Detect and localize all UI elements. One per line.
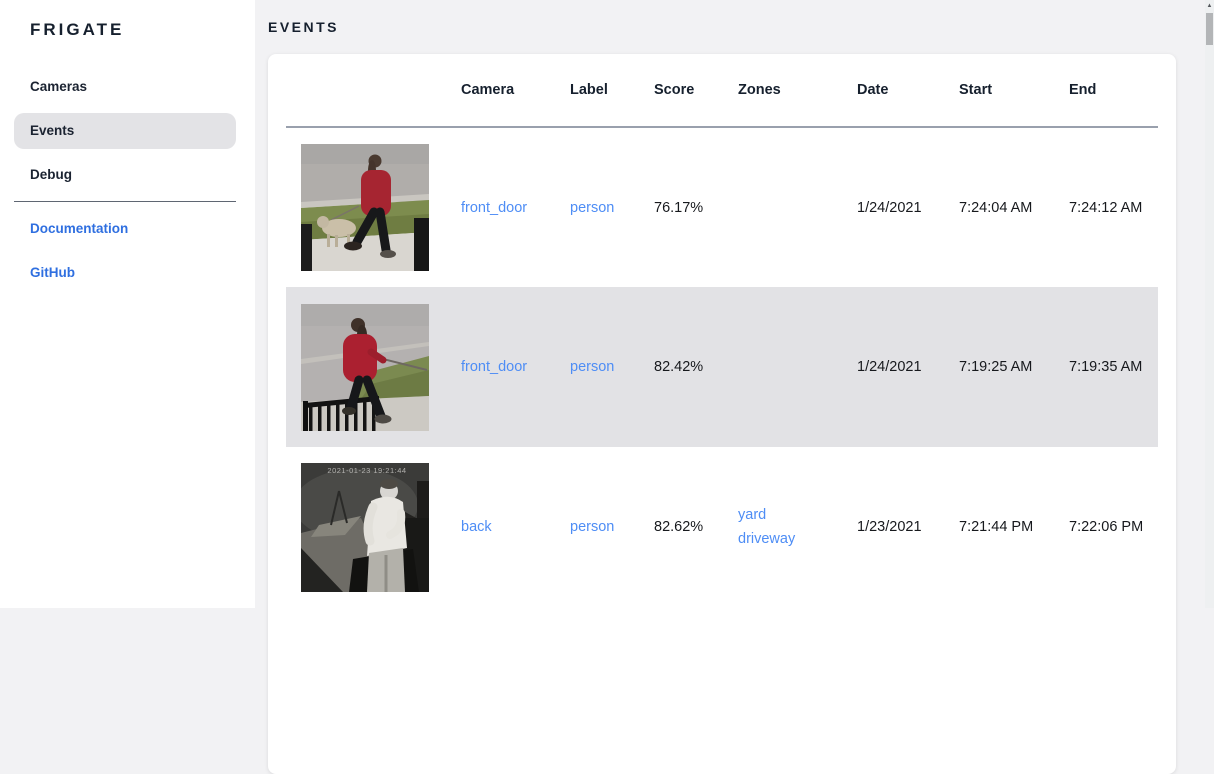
main-content: EVENTS Camera Label Score Zones Date Sta… xyxy=(255,0,1205,774)
column-header-date: Date xyxy=(857,54,959,128)
date-value: 1/24/2021 xyxy=(857,287,959,447)
zones-cell xyxy=(738,287,857,447)
sidebar: FRIGATE Cameras Events Debug Documentati… xyxy=(0,0,255,608)
camera-link[interactable]: front_door xyxy=(461,359,528,375)
scrollbar[interactable]: ▲ xyxy=(1205,0,1214,608)
sidebar-item-cameras[interactable]: Cameras xyxy=(30,79,88,94)
score-value: 76.17% xyxy=(654,199,704,216)
sidebar-link-github[interactable]: GitHub xyxy=(30,265,75,280)
start-value: 7:24:04 AM xyxy=(959,199,1033,216)
person-figure xyxy=(344,154,396,258)
sidebar-divider xyxy=(14,201,236,202)
date-value: 1/24/2021 xyxy=(857,199,922,216)
event-thumbnail[interactable] xyxy=(301,303,429,431)
events-card: Camera Label Score Zones Date Start End xyxy=(268,54,1176,774)
dog-leash xyxy=(330,205,360,221)
zones-cell xyxy=(738,127,857,287)
end-value: 7:22:06 PM xyxy=(1069,519,1144,535)
table-row[interactable]: front_door person 76.17% 1/24/2021 7:24:… xyxy=(286,127,1158,287)
railing xyxy=(303,395,379,431)
column-header-label: Label xyxy=(570,54,654,128)
label-link[interactable]: person xyxy=(570,519,615,535)
table-row[interactable]: front_door person 82.42% 1/24/2021 7:19:… xyxy=(286,287,1158,447)
dog-leash xyxy=(378,356,428,371)
sidebar-item-debug[interactable]: Debug xyxy=(30,167,72,182)
end-value: 7:19:35 AM xyxy=(1069,287,1158,447)
column-header-end: End xyxy=(1069,54,1158,128)
column-header-zones: Zones xyxy=(738,54,857,128)
zone-link[interactable]: yard xyxy=(738,507,767,523)
zone-link[interactable]: driveway xyxy=(738,531,796,547)
camera-link[interactable]: front_door xyxy=(461,199,528,216)
column-header-start: Start xyxy=(959,54,1069,128)
page-title: EVENTS xyxy=(268,19,340,35)
camera-link[interactable]: back xyxy=(461,519,492,535)
date-value: 1/23/2021 xyxy=(857,519,922,535)
event-thumbnail[interactable]: 2021-01-23 19:21:44 xyxy=(301,462,429,592)
scrollbar-thumb[interactable] xyxy=(1206,13,1213,45)
events-table: Camera Label Score Zones Date Start End xyxy=(286,54,1158,607)
camera-timestamp-overlay: 2021-01-23 19:21:44 xyxy=(327,466,406,475)
sidebar-nav: Cameras Events Debug Documentation GitHu… xyxy=(0,69,255,291)
column-header-camera: Camera xyxy=(461,54,570,128)
column-header-score: Score xyxy=(654,54,738,128)
app-logo: FRIGATE xyxy=(30,20,125,39)
label-link[interactable]: person xyxy=(570,359,615,375)
start-value: 7:19:25 AM xyxy=(959,287,1069,447)
person-figure xyxy=(363,478,407,592)
scroll-up-icon[interactable]: ▲ xyxy=(1206,3,1213,9)
table-row[interactable]: 2021-01-23 19:21:44 back person 82.62% y… xyxy=(286,447,1158,607)
label-link[interactable]: person xyxy=(570,199,615,216)
person-figure xyxy=(342,317,392,423)
score-value: 82.62% xyxy=(654,519,704,535)
event-thumbnail[interactable] xyxy=(301,144,429,271)
sidebar-item-events[interactable]: Events xyxy=(14,113,236,149)
sidebar-link-documentation[interactable]: Documentation xyxy=(30,221,129,236)
start-value: 7:21:44 PM xyxy=(959,519,1034,535)
column-header-thumbnail xyxy=(286,54,461,128)
dog-figure xyxy=(317,216,356,247)
end-value: 7:24:12 AM xyxy=(1069,199,1143,216)
zones-cell: yard driveway xyxy=(738,447,857,607)
score-value: 82.42% xyxy=(654,287,738,447)
table-header-row: Camera Label Score Zones Date Start End xyxy=(286,54,1158,128)
